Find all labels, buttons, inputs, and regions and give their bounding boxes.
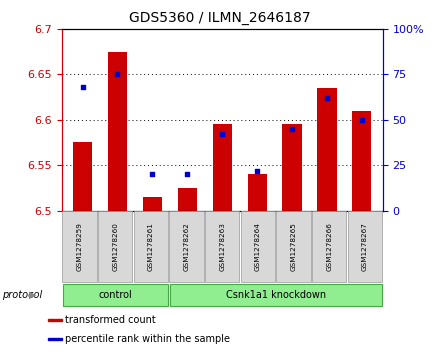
Bar [169,211,204,282]
Text: GSM1278263: GSM1278263 [219,223,225,271]
Point [358,117,365,123]
Text: GSM1278264: GSM1278264 [255,223,261,271]
Text: GDS5360 / ILMN_2646187: GDS5360 / ILMN_2646187 [129,11,311,25]
Text: GSM1278266: GSM1278266 [326,223,332,271]
Text: Csnk1a1 knockdown: Csnk1a1 knockdown [226,290,326,300]
Point [184,171,191,177]
Bar [178,188,197,211]
Text: ▶: ▶ [29,290,37,300]
Bar [108,52,127,211]
Text: transformed count: transformed count [65,315,156,325]
Bar [348,211,382,282]
Bar [276,211,311,282]
Text: GSM1278261: GSM1278261 [148,223,154,271]
Bar [48,338,62,340]
Bar [73,142,92,211]
Bar [317,88,337,211]
Text: percentile rank within the sample: percentile rank within the sample [65,334,230,344]
Bar [48,319,62,321]
Bar [312,211,346,282]
Point [79,84,86,90]
Bar [134,211,168,282]
Point [219,131,226,137]
Bar [213,124,232,211]
Bar [352,111,371,211]
Bar [170,284,382,306]
Text: GSM1278260: GSM1278260 [112,223,118,271]
Bar [241,211,275,282]
Bar [62,284,168,306]
Point [149,171,156,177]
Point [289,126,296,132]
Point [253,168,260,174]
Bar [282,124,302,211]
Bar [248,174,267,211]
Text: GSM1278265: GSM1278265 [290,223,297,271]
Bar [205,211,239,282]
Text: GSM1278259: GSM1278259 [77,223,82,271]
Point [114,72,121,77]
Text: GSM1278262: GSM1278262 [183,223,190,271]
Text: control: control [98,290,132,300]
Bar [62,211,96,282]
Bar [143,197,162,211]
Text: GSM1278267: GSM1278267 [362,223,368,271]
Point [323,95,330,101]
Text: protocol: protocol [2,290,42,300]
Bar [98,211,132,282]
